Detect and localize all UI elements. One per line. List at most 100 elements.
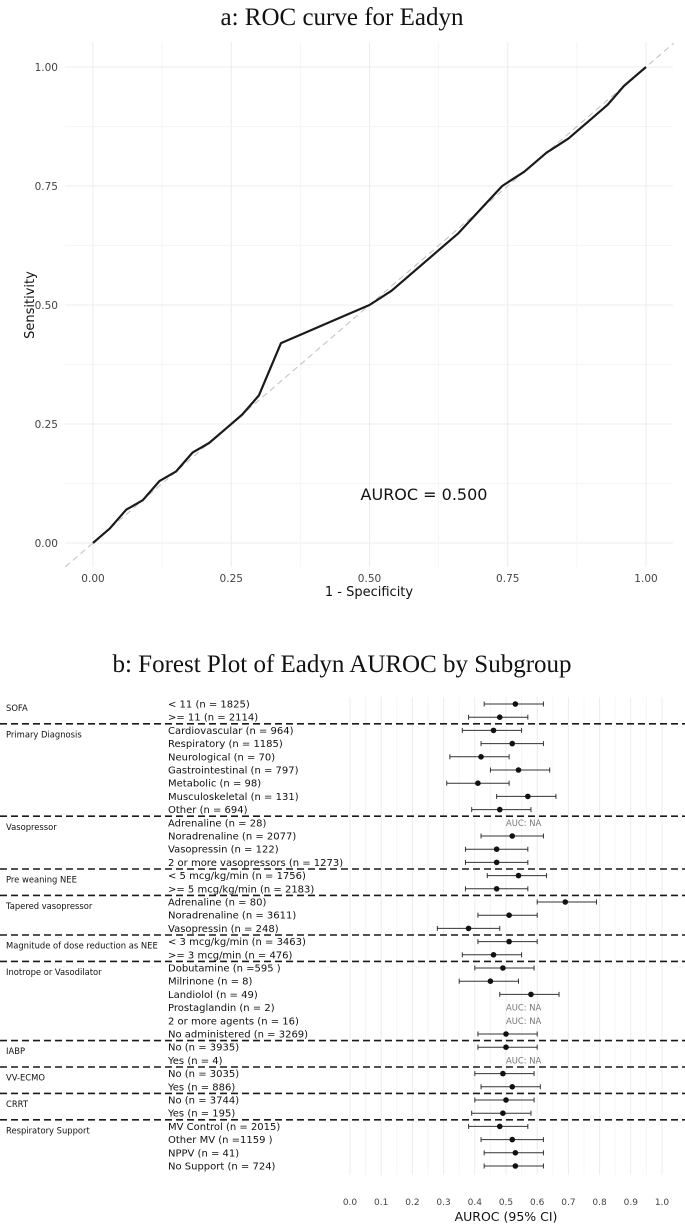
forest-row-label: < 3 mcg/kg/min (n = 3463) — [168, 937, 306, 948]
forest-grid — [333, 697, 678, 1175]
forest-group-label: IABP — [6, 1046, 25, 1056]
roc-x-tick-label: 0.00 — [81, 573, 104, 585]
forest-point — [509, 740, 516, 747]
forest-row-label: Milrinone (n = 8) — [168, 977, 253, 988]
auroc-annotation: AUROC = 0.500 — [361, 485, 488, 504]
forest-row-label: Adrenaline (n = 80) — [168, 898, 266, 909]
forest-row-label: Musculoskeletal (n = 131) — [168, 792, 299, 803]
forest-point — [496, 714, 503, 720]
forest-row-label: No administered (n = 3269) — [168, 1030, 308, 1041]
forest-row-label: >= 11 (n = 2114) — [168, 713, 258, 724]
forest-point — [496, 806, 503, 813]
roc-y-tick-label: 0.00 — [35, 538, 58, 550]
forest-point — [500, 1070, 506, 1077]
forest-x-tick-label: 0.0 — [343, 1198, 358, 1208]
forest-row-label: Vasopressin (n = 122) — [168, 845, 279, 856]
forest-row-label: NPPV (n = 41) — [168, 1148, 239, 1159]
forest-point — [465, 925, 472, 932]
forest-point — [487, 978, 494, 984]
forest-x-axis-label: AUROC (95% CI) — [455, 1209, 558, 1224]
roc-title: a: ROC curve for Eadyn — [221, 4, 464, 31]
forest-group-label: Magnitude of dose reduction as NEE — [6, 941, 158, 951]
forest-point — [515, 767, 522, 773]
forest-row-label: Yes (n = 886) — [167, 1082, 235, 1093]
roc-x-tick-label: 0.50 — [358, 573, 381, 585]
forest-na-label: AUC: NA — [506, 1016, 541, 1026]
roc-curve — [92, 66, 647, 544]
forest-x-tick-label: 0.7 — [561, 1198, 575, 1208]
forest-point — [509, 1084, 516, 1090]
forest-point — [490, 952, 497, 958]
forest-x-ticks: 0.0 0.1 0.2 0.3 0.4 0.5 0.6 0.7 0.8 0.9 1.0 — [343, 1198, 670, 1208]
forest-row-label: No (n = 3035) — [168, 1069, 239, 1080]
forest-point — [506, 912, 512, 918]
forest-point — [509, 833, 516, 839]
forest-row-label: >= 5 mcg/kg/min (n = 2183) — [168, 884, 314, 895]
forest-point — [515, 872, 522, 879]
roc-x-tick-label: 1.00 — [634, 573, 657, 585]
forest-x-tick-label: 0.6 — [530, 1198, 545, 1208]
forest-group-label: Respiratory Support — [6, 1125, 90, 1135]
forest-na-label: AUC: NA — [506, 1055, 541, 1065]
forest-row-label: No (n = 3744) — [168, 1096, 239, 1107]
forest-point — [562, 899, 569, 905]
forest-row-label: Dobutamine (n =595 ) — [168, 964, 281, 975]
forest-group-label: Tapered vasopressor — [5, 901, 93, 911]
forest-row-label: Yes (n = 195) — [167, 1109, 235, 1120]
forest-group-separators — [0, 722, 685, 1121]
forest-point — [496, 1123, 503, 1130]
forest-row-label: Gastrointestinal (n = 797) — [168, 766, 299, 777]
roc-y-tick-label: 0.50 — [35, 300, 58, 312]
forest-point — [525, 793, 531, 800]
forest-x-tick-label: 0.2 — [405, 1198, 419, 1208]
forest-row-label: Other (n = 694) — [168, 805, 248, 816]
roc-y-tick-label: 0.75 — [35, 181, 58, 193]
forest-point — [503, 1097, 509, 1103]
roc-y-axis-label: Sensitivity — [23, 271, 38, 339]
forest-point — [500, 965, 506, 971]
forest-point — [512, 701, 519, 707]
forest-row-label: Metabolic (n = 98) — [168, 779, 261, 790]
forest-row-label: No (n = 3935) — [168, 1043, 239, 1054]
forest-group-labels: SOFA Primary Diagnosis Vasopressor Pre wean… — [5, 703, 158, 1135]
roc-x-axis-label: 1 - Specificity — [325, 585, 414, 600]
forest-row-label: < 5 mcg/kg/min (n = 1756) — [168, 871, 306, 882]
forest-title: b: Forest Plot of Eadyn AUROC by Subgrou… — [112, 651, 571, 678]
forest-group-label: SOFA — [6, 703, 28, 713]
forest-row-label: Prostaglandin (n = 2) — [168, 1003, 275, 1014]
forest-x-tick-label: 0.8 — [592, 1198, 607, 1208]
forest-x-tick-label: 0.3 — [436, 1198, 450, 1208]
forest-x-tick-label: 0.4 — [468, 1198, 483, 1208]
roc-y-tick-label: 1.00 — [35, 62, 58, 74]
forest-row-label: Respiratory (n = 1185) — [168, 739, 283, 750]
forest-point — [503, 1031, 509, 1037]
forest-row-label: Cardiovascular (n = 964) — [168, 726, 294, 737]
forest-point — [493, 846, 500, 852]
forest-na-label: AUC: NA — [506, 1003, 541, 1013]
forest-row-label: 2 or more agents (n = 16) — [168, 1016, 299, 1027]
forest-row-label: Vasopressin (n = 248) — [168, 924, 279, 935]
forest-group-label: Pre weaning NEE — [6, 875, 77, 885]
forest-point — [506, 938, 512, 945]
roc-x-ticks: 0.00 0.25 0.50 0.75 1.00 — [81, 573, 657, 585]
forest-group-label: Inotrope or Vasodilator — [6, 967, 102, 977]
forest-x-tick-label: 0.5 — [499, 1198, 513, 1208]
forest-row-label: Yes (n = 4) — [167, 1056, 223, 1067]
forest-rows: < 11 (n = 1825) >= 11 (n = 2114) Cardiovas… — [167, 700, 597, 1173]
forest-row-label: No Support (n = 724) — [168, 1162, 276, 1173]
forest-point — [503, 1044, 509, 1050]
forest-point — [512, 1163, 519, 1169]
roc-y-tick-label: 0.25 — [35, 419, 58, 431]
forest-row-label: Noradrenaline (n = 3611) — [168, 911, 296, 922]
forest-row-label: Adrenaline (n = 28) — [168, 818, 266, 829]
forest-row-label: Neurological (n = 70) — [168, 752, 275, 763]
forest-point — [490, 727, 497, 734]
forest-na-label: AUC: NA — [506, 818, 541, 828]
forest-x-tick-label: 1.0 — [655, 1198, 670, 1208]
roc-x-tick-label: 0.25 — [220, 573, 243, 585]
forest-row-label: Noradrenaline (n = 2077) — [168, 832, 296, 843]
forest-group-label: Primary Diagnosis — [6, 729, 82, 739]
forest-row-label: Landiolol (n = 49) — [168, 990, 258, 1001]
forest-point — [512, 1150, 519, 1156]
